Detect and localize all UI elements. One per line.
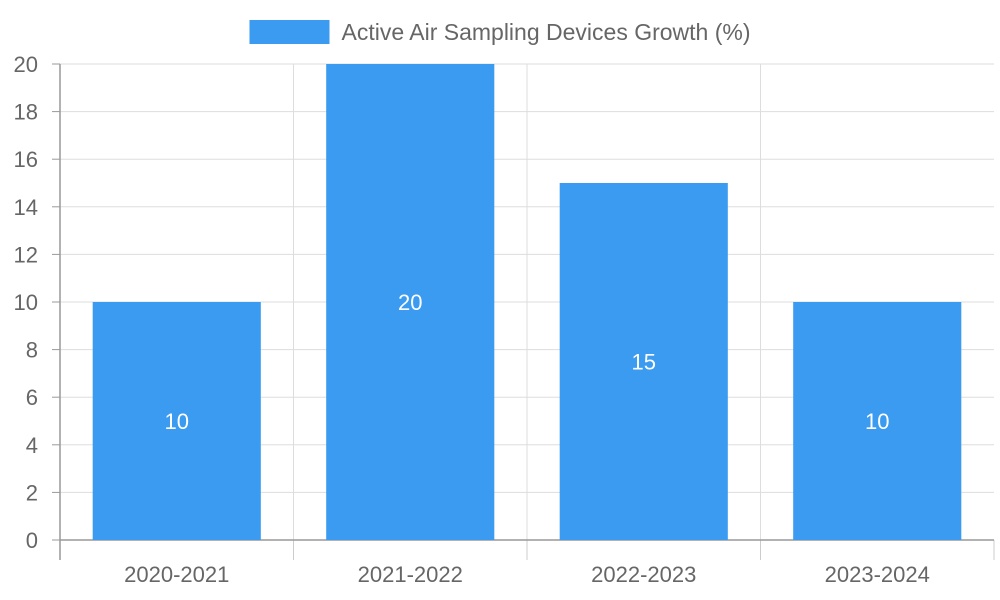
y-tick-label: 20 bbox=[14, 52, 38, 77]
bar-2021-2022[interactable] bbox=[326, 64, 495, 540]
data-label-2023-2024: 10 bbox=[865, 409, 889, 434]
data-labels: 10 20 15 10 bbox=[165, 290, 890, 434]
legend-label[interactable]: Active Air Sampling Devices Growth (%) bbox=[341, 19, 750, 45]
legend[interactable]: Active Air Sampling Devices Growth (%) bbox=[249, 19, 751, 45]
y-tick-label: 6 bbox=[26, 385, 38, 410]
y-tick-label: 12 bbox=[14, 242, 38, 267]
legend-swatch[interactable] bbox=[249, 20, 330, 44]
bar-2022-2023[interactable] bbox=[559, 183, 728, 540]
y-tick-label: 0 bbox=[26, 528, 38, 553]
data-label-2020-2021: 10 bbox=[165, 409, 189, 434]
x-tick-label-2020-2021: 2020-2021 bbox=[124, 562, 229, 587]
bar-2023-2024[interactable] bbox=[793, 302, 962, 540]
y-tick-label: 18 bbox=[14, 100, 38, 125]
y-tick-label: 2 bbox=[26, 480, 38, 505]
y-tick-label: 14 bbox=[14, 195, 38, 220]
x-tick-label-2023-2024: 2023-2024 bbox=[825, 562, 930, 587]
data-label-2021-2022: 20 bbox=[398, 290, 422, 315]
bar-2020-2021[interactable] bbox=[92, 302, 261, 540]
y-tick-label: 16 bbox=[14, 147, 38, 172]
bars bbox=[92, 64, 962, 540]
x-tick-label-2022-2023: 2022-2023 bbox=[591, 562, 696, 587]
axes: 0 2 4 6 8 10 12 14 16 18 20 2020-2021 2021-2022 2022-… bbox=[14, 52, 995, 587]
data-label-2022-2023: 15 bbox=[632, 350, 656, 375]
y-tick-label: 8 bbox=[26, 338, 38, 363]
y-tick-label: 4 bbox=[26, 433, 38, 458]
x-tick-label-2021-2022: 2021-2022 bbox=[358, 562, 463, 587]
y-tick-label: 10 bbox=[14, 290, 38, 315]
